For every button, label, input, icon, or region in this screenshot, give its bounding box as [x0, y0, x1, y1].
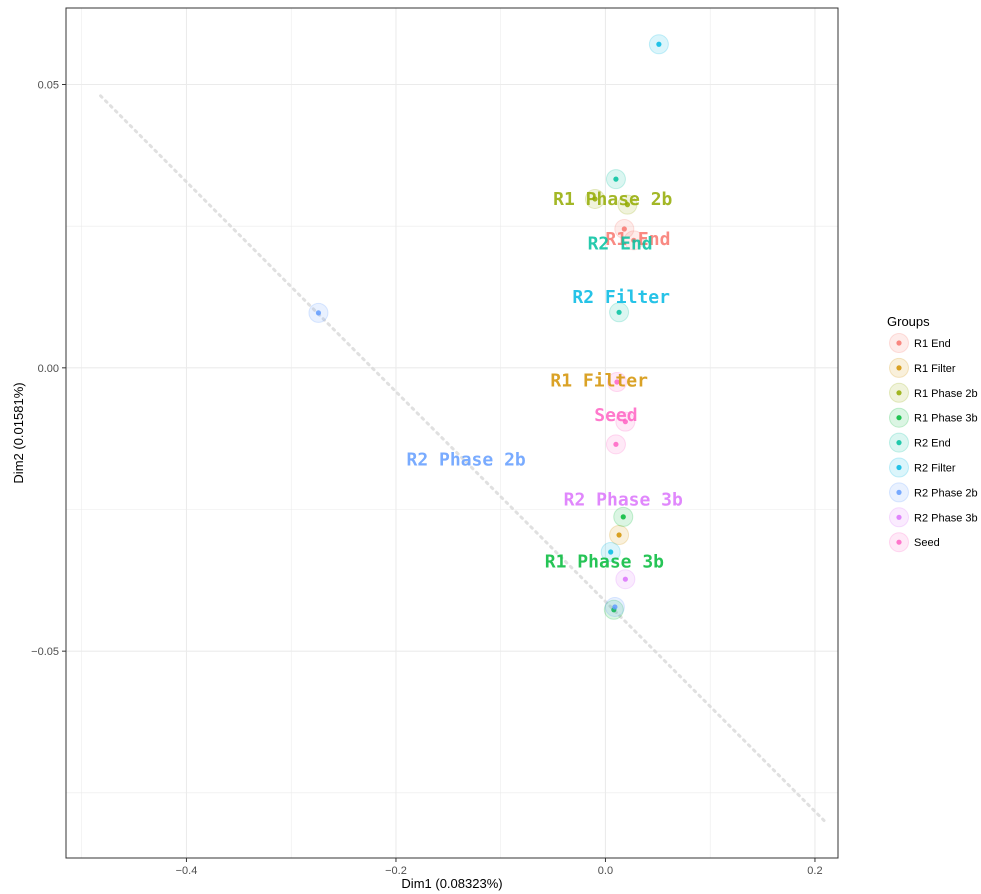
legend-key-point	[896, 340, 902, 346]
legend-entry-label: R2 End	[914, 438, 951, 450]
data-point	[631, 237, 637, 243]
group-label: R2 Filter	[572, 287, 670, 308]
plot-background	[66, 8, 838, 858]
legend-items: R1 End R1 Filter R1 Phase 2b R1 Phase 3b R2 …	[889, 333, 978, 553]
x-tick-label: −0.4	[176, 865, 198, 877]
legend-key-point	[896, 365, 902, 371]
group-label: R1 Filter	[550, 370, 648, 391]
data-point	[616, 532, 622, 538]
y-tick-label: 0.00	[38, 363, 59, 375]
x-axis-title: Dim1 (0.08323%)	[401, 876, 502, 891]
group-label: R2 Phase 2b	[407, 450, 526, 471]
legend-entry-label: R1 Phase 2b	[914, 388, 978, 400]
legend-key-point	[896, 464, 902, 471]
grid-layer	[66, 8, 838, 858]
data-point	[621, 226, 627, 232]
data-point	[624, 202, 631, 208]
legend-key-point	[896, 514, 902, 520]
data-point	[622, 419, 628, 425]
data-point	[315, 310, 322, 316]
legend-entry-label: R1 Phase 3b	[914, 413, 978, 425]
y-axis-title: Dim2 (0.01581%)	[11, 382, 26, 483]
data-point	[592, 196, 598, 202]
group-label: Seed	[594, 405, 637, 426]
legend-entry-label: R1 Filter	[914, 363, 956, 375]
data-point	[613, 441, 619, 447]
data-point	[613, 176, 619, 182]
data-point	[656, 41, 662, 47]
group-label: R1 End	[605, 229, 670, 250]
group-labels-layer: R1 End R1 Filter R1 Phase 2b R1 Phase 3b R2 …	[407, 189, 683, 573]
legend-entry-label: Seed	[914, 537, 940, 549]
legend-entry-label: R2 Phase 2b	[914, 487, 978, 499]
legend-entry-label: R2 Filter	[914, 463, 956, 475]
x-tick-label: 0.0	[598, 865, 613, 877]
legend: Groups R1 End R1 Filter R1 Phase 2b R1 Phas…	[887, 314, 978, 553]
legend-key-point	[896, 440, 902, 446]
plot-border	[65, 7, 839, 859]
group-label: R1 Phase 3b	[545, 552, 664, 573]
data-point	[608, 549, 614, 555]
data-point	[620, 514, 626, 520]
data-point	[612, 604, 618, 610]
x-tick-label: −0.2	[385, 865, 407, 877]
y-tick-label: −0.05	[31, 646, 59, 658]
legend-title: Groups	[887, 314, 930, 329]
group-label: R2 Phase 3b	[564, 489, 683, 510]
legend-entry-label: R2 Phase 3b	[914, 512, 978, 524]
group-label: R1 Phase 2b	[553, 189, 672, 210]
y-tick-label: 0.05	[38, 80, 59, 92]
legend-key-point	[896, 489, 902, 495]
legend-key-point	[896, 415, 902, 421]
trend-line	[99, 94, 830, 826]
points-layer	[308, 34, 669, 620]
x-axis-ticks: −0.4 −0.2 0.0 0.2	[176, 858, 823, 877]
trend-layer	[99, 94, 830, 826]
legend-entry-label: R1 End	[914, 338, 951, 350]
legend-key-point	[896, 390, 902, 396]
data-point	[616, 309, 622, 315]
y-axis-ticks: 0.05 0.00 −0.05	[31, 80, 66, 658]
legend-key-point	[896, 539, 902, 545]
group-label: R2 End	[588, 234, 653, 255]
data-point	[622, 576, 628, 582]
x-tick-label: 0.2	[807, 865, 822, 877]
data-point	[614, 379, 620, 385]
